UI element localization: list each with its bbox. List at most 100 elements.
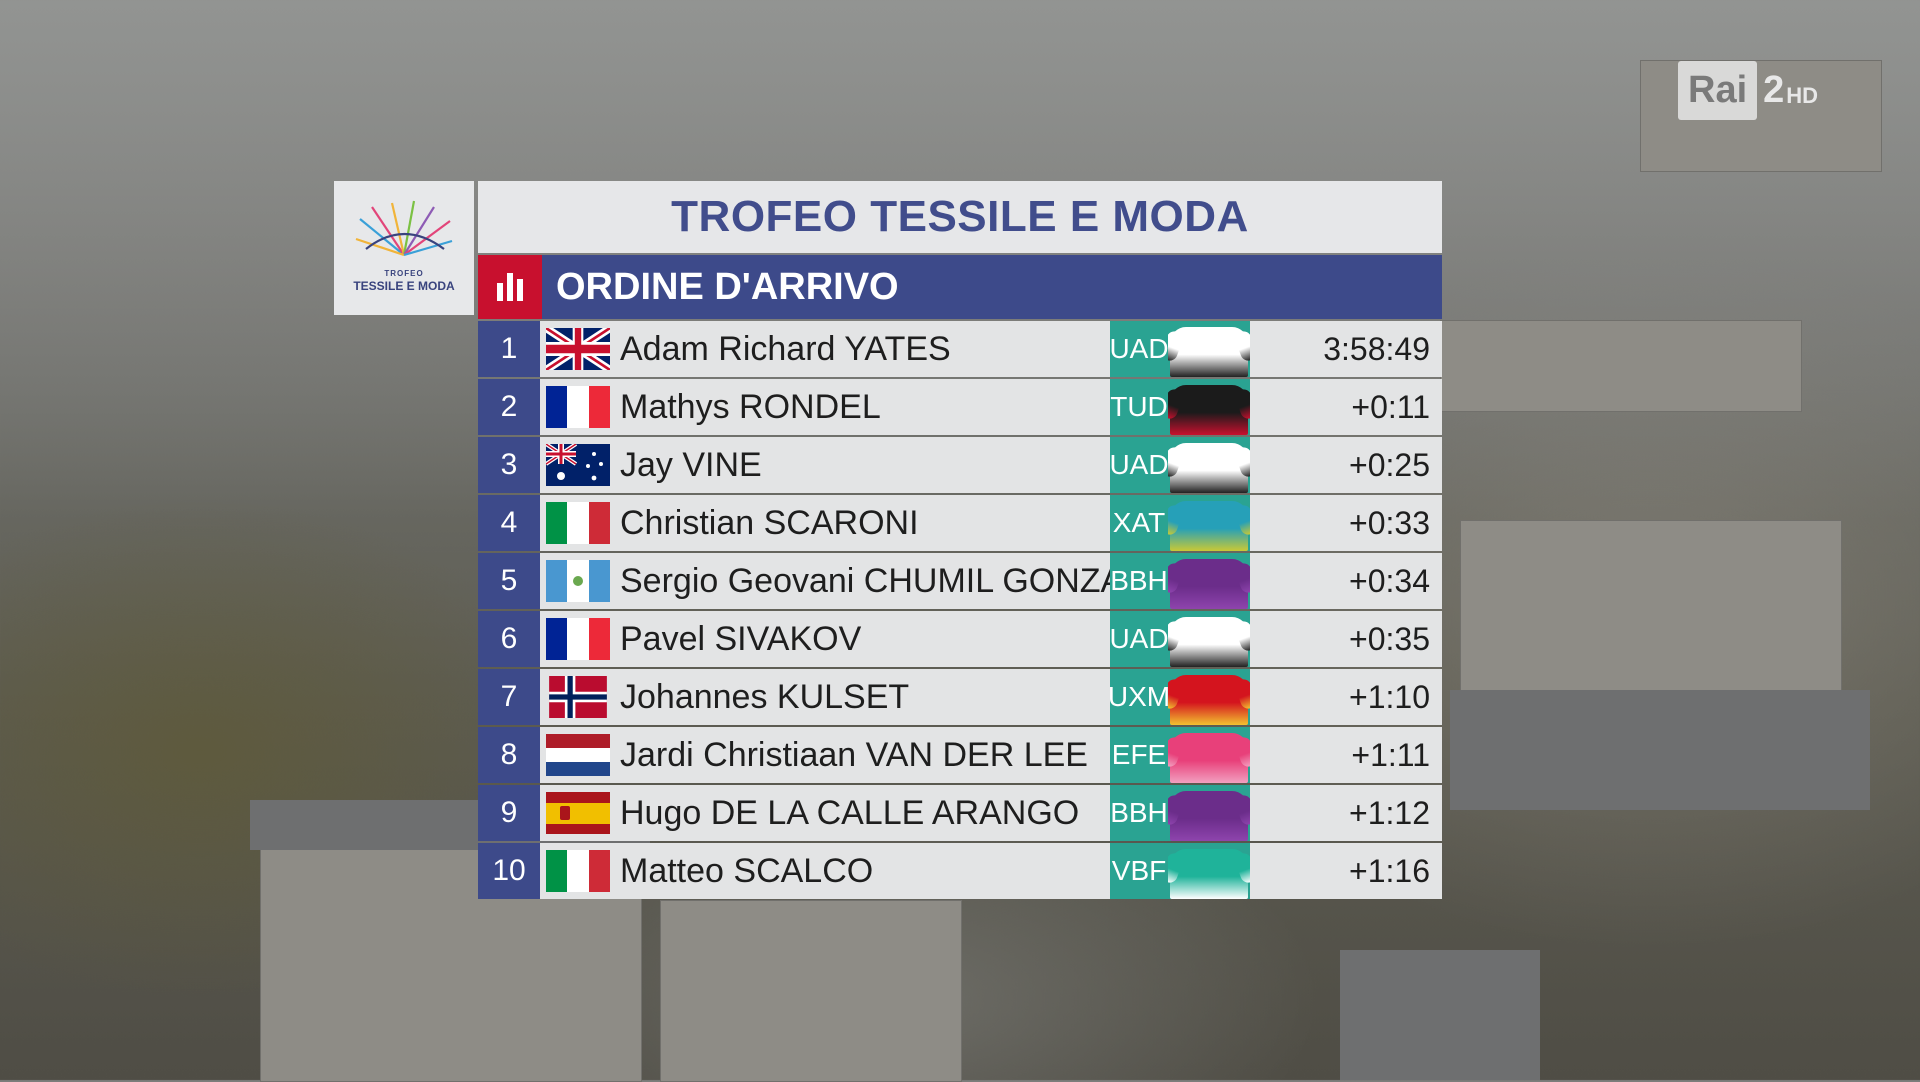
- result-row: 3 Jay VINE UAD +0:25: [478, 437, 1442, 493]
- result-time: +1:10: [1250, 669, 1442, 725]
- result-position: 7: [478, 669, 540, 725]
- team-jersey-icon: [1170, 501, 1248, 551]
- team-jersey-cell: [1168, 669, 1250, 725]
- team-jersey-cell: [1168, 727, 1250, 783]
- channel-number: 2: [1763, 68, 1785, 111]
- background-building: [660, 900, 962, 1082]
- team-jersey-icon: [1170, 617, 1248, 667]
- results-list: 1 Adam Richard YATES UAD 3:58:49 2 Mathy…: [478, 321, 1442, 899]
- rider-name: Pavel SIVAKOV: [620, 619, 862, 658]
- flag-nl-icon: [546, 734, 610, 776]
- rider-cell: Pavel SIVAKOV: [540, 611, 1110, 667]
- team-jersey-icon: [1170, 733, 1248, 783]
- team-jersey-cell: [1168, 611, 1250, 667]
- team-code: EFE: [1110, 727, 1168, 783]
- result-row: 4 Christian SCARONI XAT +0:33: [478, 495, 1442, 551]
- team-jersey-cell: [1168, 437, 1250, 493]
- result-time: +0:11: [1250, 379, 1442, 435]
- result-position: 8: [478, 727, 540, 783]
- team-code: UAD: [1109, 321, 1169, 377]
- team-jersey-icon: [1170, 849, 1248, 899]
- team-jersey-cell: [1168, 379, 1250, 435]
- flag-gb-icon: [546, 328, 610, 370]
- result-position: 3: [478, 437, 540, 493]
- race-logo-line1: TROFEO: [384, 269, 424, 278]
- rider-name: Johannes KULSET: [620, 677, 910, 716]
- flag-gt-icon: [546, 560, 610, 602]
- rider-cell: Christian SCARONI: [540, 495, 1110, 551]
- team-code: VBF: [1110, 843, 1168, 899]
- race-logo-line2: TESSILE E MODA: [353, 279, 455, 293]
- result-time: +1:16: [1250, 843, 1442, 899]
- rider-cell: Sergio Geovani CHUMIL GONZALEZ: [540, 553, 1186, 609]
- result-time: 3:58:49: [1250, 321, 1442, 377]
- result-position: 10: [478, 843, 540, 899]
- channel-logo: Rai 2 HD: [1678, 54, 1818, 126]
- flag-es-icon: [546, 792, 610, 834]
- result-time: +1:12: [1250, 785, 1442, 841]
- result-time: +0:34: [1250, 553, 1442, 609]
- team-jersey-icon: [1170, 385, 1248, 435]
- team-jersey-cell: [1168, 785, 1250, 841]
- result-position: 2: [478, 379, 540, 435]
- rider-name: Christian SCARONI: [620, 503, 919, 542]
- board-header-bar: ORDINE D'ARRIVO: [478, 255, 1442, 319]
- channel-suffix: HD: [1786, 83, 1819, 108]
- team-code: UAD: [1109, 611, 1169, 667]
- race-logo-emblem-icon: [355, 200, 453, 257]
- result-time: +0:25: [1250, 437, 1442, 493]
- team-jersey-icon: [1170, 327, 1248, 377]
- result-position: 4: [478, 495, 540, 551]
- result-row: 9 Hugo DE LA CALLE ARANGO BBH +1:12: [478, 785, 1442, 841]
- result-row: 6 Pavel SIVAKOV UAD +0:35: [478, 611, 1442, 667]
- team-jersey-icon: [1170, 675, 1248, 725]
- team-jersey-icon: [1170, 791, 1248, 841]
- rider-cell: Jardi Christiaan VAN DER LEE: [540, 727, 1110, 783]
- flag-no-icon: [546, 676, 610, 718]
- team-jersey-icon: [1170, 443, 1248, 493]
- rider-cell: Johannes KULSET: [540, 669, 1110, 725]
- team-jersey-cell: [1168, 321, 1250, 377]
- background-building: [1460, 520, 1842, 702]
- result-row: 7 Johannes KULSET UXM +1:10: [478, 669, 1442, 725]
- team-jersey-icon: [1170, 559, 1248, 609]
- team-code: UAD: [1109, 437, 1169, 493]
- rider-name: Mathys RONDEL: [620, 387, 881, 426]
- rider-name: Adam Richard YATES: [620, 329, 951, 368]
- board-title: TROFEO TESSILE E MODA: [671, 192, 1249, 241]
- result-position: 6: [478, 611, 540, 667]
- flag-it-icon: [546, 502, 610, 544]
- team-code: XAT: [1110, 495, 1168, 551]
- result-row: 2 Mathys RONDEL TUD +0:11: [478, 379, 1442, 435]
- rider-cell: Matteo SCALCO: [540, 843, 1110, 899]
- race-logo: TROFEO TESSILE E MODA: [334, 181, 474, 315]
- flag-fr-icon: [546, 618, 610, 660]
- result-time: +1:11: [1250, 727, 1442, 783]
- background-building: [1440, 320, 1802, 412]
- result-row: 10 Matteo SCALCO VBF +1:16: [478, 843, 1442, 899]
- flag-it-icon: [546, 850, 610, 892]
- rider-name: Jardi Christiaan VAN DER LEE: [620, 735, 1088, 774]
- team-jersey-cell: [1168, 843, 1250, 899]
- board-header: ORDINE D'ARRIVO: [556, 265, 899, 308]
- background-building: [1640, 60, 1882, 172]
- rider-name: Hugo DE LA CALLE ARANGO: [620, 793, 1080, 832]
- bar-chart-icon: [478, 255, 542, 319]
- rider-cell: Jay VINE: [540, 437, 1110, 493]
- result-time: +0:35: [1250, 611, 1442, 667]
- rider-name: Sergio Geovani CHUMIL GONZALEZ: [620, 561, 1186, 600]
- result-time: +0:33: [1250, 495, 1442, 551]
- team-jersey-cell: [1168, 553, 1250, 609]
- background-roof: [1450, 690, 1870, 810]
- result-position: 1: [478, 321, 540, 377]
- flag-fr-icon: [546, 386, 610, 428]
- channel-brand: Rai: [1678, 60, 1758, 120]
- rider-name: Jay VINE: [620, 445, 762, 484]
- result-row: 8 Jardi Christiaan VAN DER LEE EFE +1:11: [478, 727, 1442, 783]
- result-row: 1 Adam Richard YATES UAD 3:58:49: [478, 321, 1442, 377]
- rider-cell: Adam Richard YATES: [540, 321, 1110, 377]
- results-board: TROFEO TESSILE E MODA ORDINE D'ARRIVO 1 …: [478, 181, 1442, 899]
- rider-cell: Hugo DE LA CALLE ARANGO: [540, 785, 1110, 841]
- result-position: 5: [478, 553, 540, 609]
- rider-cell: Mathys RONDEL: [540, 379, 1110, 435]
